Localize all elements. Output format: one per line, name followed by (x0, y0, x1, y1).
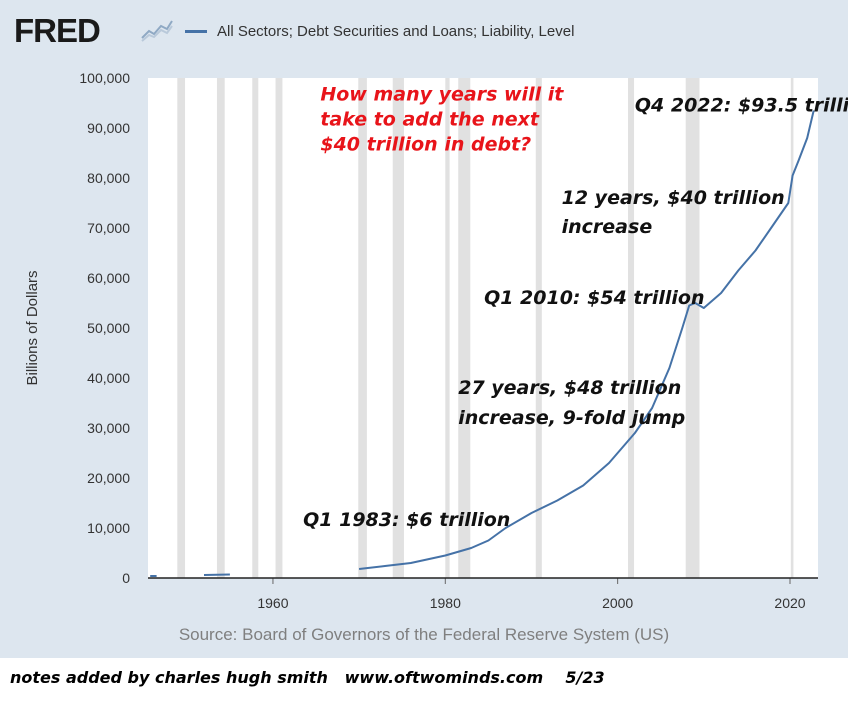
y-tick-label: 50,000 (87, 320, 130, 336)
y-axis-label: Billions of Dollars (24, 270, 41, 385)
recession-band (177, 78, 186, 578)
axes: 100,000 90,000 80,000 70,000 60,000 50,000 40,… (79, 70, 818, 611)
x-tick-label: 2020 (774, 595, 805, 611)
annotation-text: Q4 2022: $93.5 trillion (635, 95, 848, 117)
legend-label: All Sectors; Debt Securities and Loans; … (217, 22, 575, 40)
annotation-text: 27 years, $48 trillion (458, 377, 681, 399)
line-graph-icon (140, 18, 174, 42)
fred-logo: FRED (14, 12, 101, 49)
y-tick-label: 60,000 (87, 270, 130, 286)
x-tick-label: 1960 (257, 595, 288, 611)
y-tick-label: 100,000 (79, 70, 130, 86)
recession-band (275, 78, 283, 578)
annotation-text: $40 trillion in debt? (320, 134, 531, 156)
annotations: How many years will it take to add the ne… (303, 84, 848, 532)
recession-band (358, 78, 367, 578)
recession-band (535, 78, 542, 578)
annotation-text: How many years will it (320, 84, 564, 106)
recession-band (685, 78, 700, 578)
annotation-text: take to add the next (320, 109, 540, 131)
debt-line-chart: 100,000 90,000 80,000 70,000 60,000 50,000 40,… (24, 70, 848, 611)
recession-band (252, 78, 259, 578)
source-note: Source: Board of Governors of the Federa… (178, 625, 670, 644)
legend-swatch (185, 29, 207, 33)
annotation-text: Q1 1983: $6 trillion (303, 509, 510, 531)
x-tick-label: 1980 (430, 595, 461, 611)
y-tick-label: 70,000 (87, 220, 130, 236)
y-tick-label: 20,000 (87, 470, 130, 486)
recession-shading (177, 78, 794, 578)
annotation-text: 12 years, $40 trillion (562, 187, 785, 209)
annotation-text: increase, 9-fold jump (458, 407, 685, 429)
recession-band (392, 78, 404, 578)
recession-band (216, 78, 225, 578)
legend[interactable]: All Sectors; Debt Securities and Loans; … (185, 20, 574, 42)
y-tick-label: 90,000 (87, 120, 130, 136)
series-line (203, 573, 230, 576)
y-tick-label: 40,000 (87, 370, 130, 386)
annotation-text: increase (562, 216, 653, 238)
y-tick-label: 0 (122, 570, 130, 586)
y-tick-label: 80,000 (87, 170, 130, 186)
series-layer (150, 110, 815, 577)
plot-area (148, 78, 818, 578)
annotation-text: Q1 2010: $54 trillion (484, 287, 704, 309)
footer-note: notes added by charles hugh smith www.of… (10, 668, 605, 687)
recession-band (627, 78, 635, 578)
y-tick-label: 30,000 (87, 420, 130, 436)
series-line (358, 110, 815, 570)
y-tick-label: 10,000 (87, 520, 130, 536)
recession-band (790, 78, 794, 578)
recession-band (458, 78, 471, 578)
x-tick-label: 2000 (602, 595, 633, 611)
recession-band (445, 78, 450, 578)
